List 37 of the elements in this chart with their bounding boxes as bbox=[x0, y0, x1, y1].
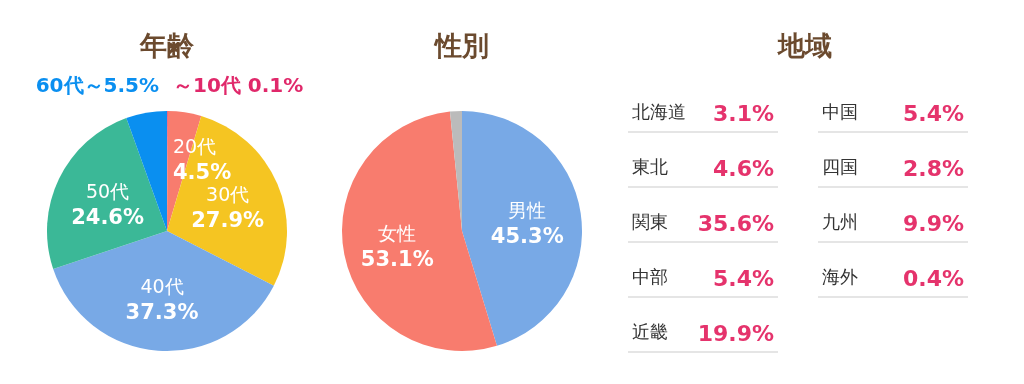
text: 地域 bbox=[777, 30, 832, 61]
text: 4.6% bbox=[712, 156, 774, 181]
text: 3.1% bbox=[712, 101, 774, 126]
data-label: 45.3% bbox=[490, 224, 564, 249]
category-label: 近畿 bbox=[632, 321, 668, 342]
text: 0.4% bbox=[902, 266, 964, 291]
chart-title: 性別 bbox=[433, 30, 489, 61]
data-label: 53.1% bbox=[360, 246, 434, 271]
category-label: 中国 bbox=[822, 101, 858, 122]
text: 5.4% bbox=[902, 101, 964, 126]
category-label: 関東 bbox=[632, 211, 668, 232]
data-label: 5.5% bbox=[103, 73, 159, 97]
data-label: 37.3% bbox=[125, 299, 199, 324]
slice-label: 40代 bbox=[140, 274, 184, 297]
slice-label: 20代 bbox=[173, 135, 217, 158]
text: 5.4% bbox=[712, 266, 774, 291]
category-label: 九州 bbox=[822, 211, 858, 232]
text: 19.9% bbox=[697, 321, 774, 346]
category-label: 東北 bbox=[632, 156, 668, 177]
category-label: 四国 bbox=[822, 156, 858, 177]
category-label: 海外 bbox=[822, 266, 858, 287]
slice-label: 30代 bbox=[206, 183, 250, 206]
chart-title: 年齢 bbox=[139, 30, 194, 61]
slice-label: 男性 bbox=[508, 199, 547, 222]
data-label: 27.9% bbox=[191, 208, 265, 233]
slice-label: ～10代 bbox=[173, 73, 248, 97]
text: 35.6% bbox=[697, 211, 774, 236]
category-label: 中部 bbox=[632, 266, 668, 287]
data-label: 0.1% bbox=[247, 73, 304, 97]
data-label: 4.5% bbox=[173, 160, 232, 185]
slice-label: 60代～ bbox=[35, 73, 104, 97]
data-label: 24.6% bbox=[71, 205, 145, 230]
text: 2.8% bbox=[902, 156, 964, 181]
slice-label: 女性 bbox=[378, 221, 417, 244]
slice-label: 50代 bbox=[86, 180, 130, 203]
category-label: 北海道 bbox=[632, 101, 686, 122]
text: 9.9% bbox=[902, 211, 964, 236]
